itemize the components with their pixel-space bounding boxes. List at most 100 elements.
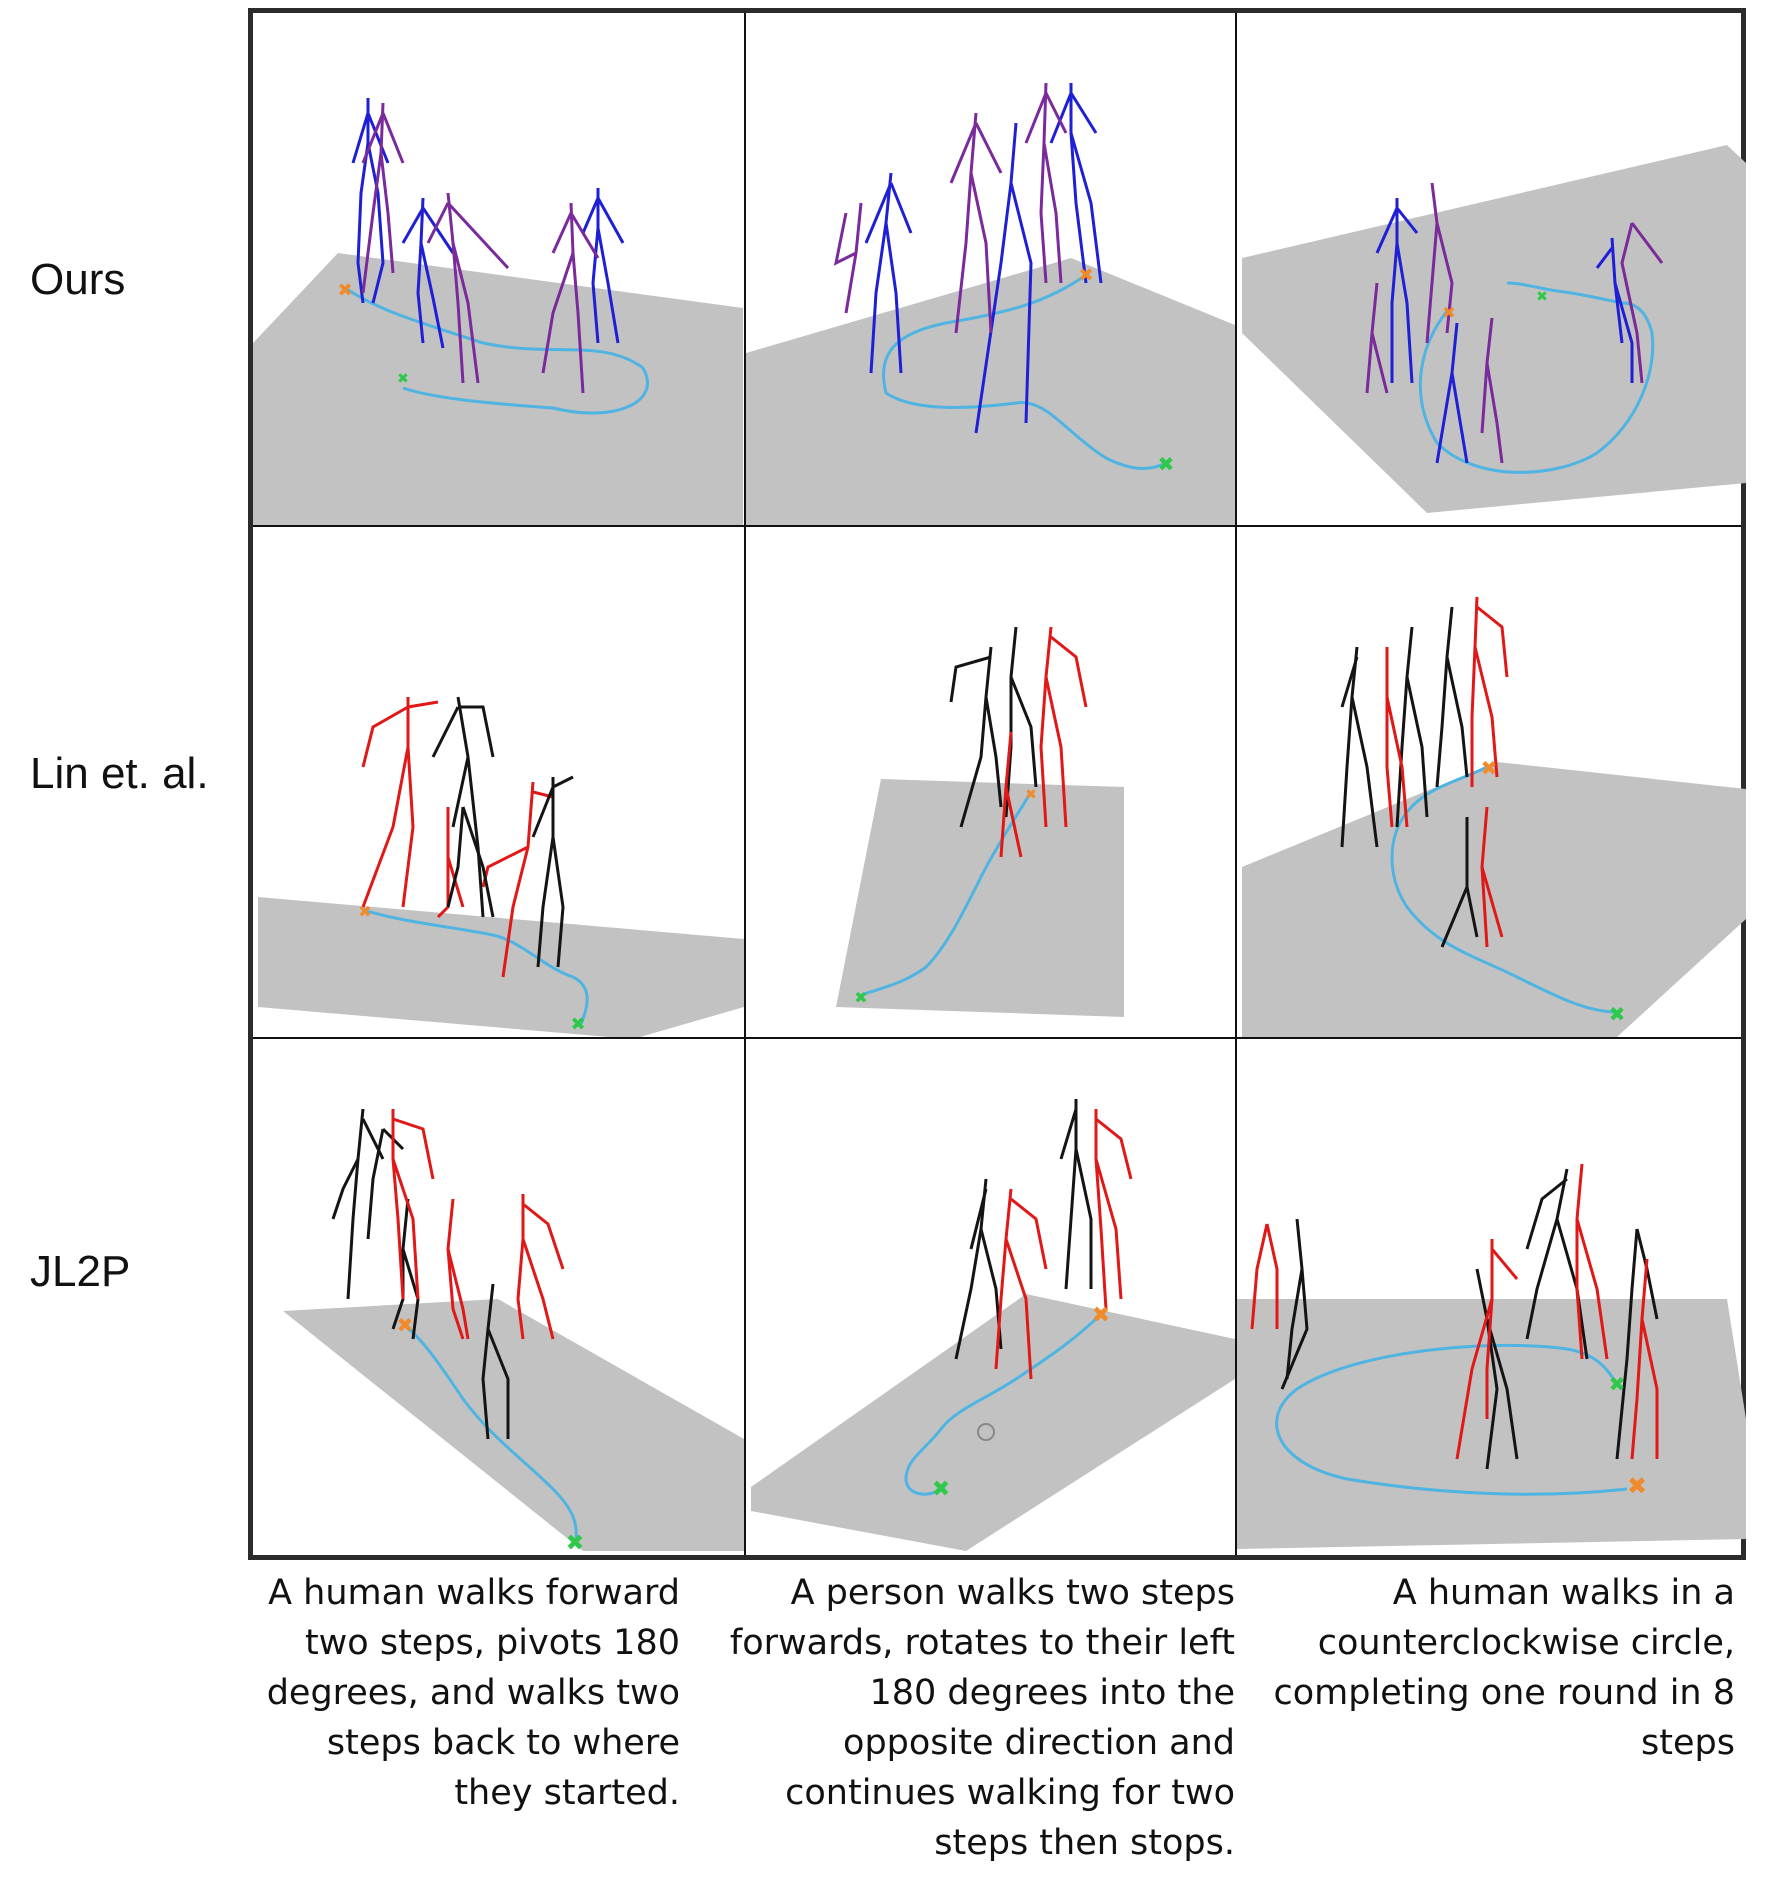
svg-text:✖: ✖ [1092,1303,1110,1328]
figure-grid: ✖ ✖ ✖ ✖ [248,8,1746,1560]
caption-line: steps back to where [326,1723,680,1763]
skeleton-figure [351,98,625,349]
svg-text:✖: ✖ [1078,265,1093,286]
skeleton-figure [331,1108,510,1440]
floor-plane [1242,762,1746,1037]
caption-line: degrees, and walks two [266,1673,680,1713]
end-marker: ✖ [854,988,867,1007]
start-marker: ✖ [1078,265,1093,286]
caption-line: completing one round in 8 [1273,1673,1736,1713]
floor-plane [751,1294,1235,1551]
caption-line: 180 degrees into the [869,1673,1235,1713]
caption-forward-pivot: A human walks forward two steps, pivots … [248,1568,680,1818]
skeleton-figure [833,82,1068,334]
skeleton-figure [431,696,574,968]
trajectory-path [402,1322,578,1542]
row-label-lin: Lin et. al. [30,749,209,798]
svg-text:✖: ✖ [566,1531,584,1555]
skeleton-figure [1340,606,1479,948]
trajectory-path [362,908,589,1025]
floor-plane [746,258,1235,525]
floor-plane [283,1299,744,1551]
caption-line: A person walks two steps [790,1573,1235,1613]
panel-jl2p-rotate-left: ✖ ✖ [746,1039,1235,1555]
svg-text:✖: ✖ [1536,289,1548,305]
row-label-ours: Ours [30,255,126,304]
skeleton-figure [1375,198,1634,464]
panel-ours-circle: ✖ ✖ [1237,13,1746,525]
panel-jl2p-forward-pivot: ✖ ✖ [253,1039,744,1555]
panel-ours-forward-pivot: ✖ ✖ [253,13,744,525]
end-marker: ✖ [397,371,409,387]
end-marker: ✖ [570,1014,585,1035]
panel-lin-rotate-left: ✖ ✖ [746,527,1235,1037]
grid-divider [253,1037,1741,1039]
trajectory-path [904,1312,1103,1496]
skeleton-figure [1365,182,1664,464]
floor-plane [1242,145,1746,513]
start-marker: ✖ [397,1313,414,1337]
grid-divider [744,13,746,1555]
caption-line: steps [1641,1723,1735,1763]
svg-text:✖: ✖ [1158,452,1175,476]
start-marker: ✖ [1481,756,1498,780]
floor-plane [836,779,1124,1017]
end-marker: ✖ [1609,1002,1626,1026]
grid-divider [253,525,1741,527]
end-marker: ✖ [566,1531,584,1555]
skeleton-figure [949,626,1038,828]
svg-text:✖: ✖ [358,902,371,921]
end-marker: ✖ [1536,289,1548,305]
trajectory-path [1275,1343,1628,1496]
trajectory-path [1390,765,1618,1014]
svg-text:✖: ✖ [854,988,867,1007]
end-marker: ✖ [932,1477,950,1502]
skeleton-figure [864,83,1103,434]
cursor-circle-icon [977,1423,995,1441]
svg-text:✖: ✖ [1481,756,1498,780]
svg-text:✖: ✖ [337,280,352,301]
trajectory-path [1418,281,1655,474]
caption-line: counterclockwise circle, [1317,1623,1735,1663]
start-marker: ✖ [1627,1472,1647,1500]
caption-rotate-left: A person walks two steps forwards, rotat… [700,1568,1235,1868]
svg-text:✖: ✖ [1442,303,1455,322]
panel-lin-forward-pivot: ✖ ✖ [253,527,744,1037]
svg-text:✖: ✖ [570,1014,585,1035]
row-label-jl2p: JL2P [30,1247,131,1296]
skeleton-figure [391,1109,565,1340]
skeleton-figure [999,626,1088,858]
start-marker: ✖ [1442,303,1455,322]
skeleton-figure [994,1109,1133,1380]
caption-line: continues walking for two [785,1773,1235,1813]
svg-text:✖: ✖ [1025,787,1037,803]
svg-text:✖: ✖ [397,371,409,387]
end-marker: ✖ [1158,452,1175,476]
trajectory-path [882,273,1167,470]
floor-plane [258,897,744,1037]
svg-text:✖: ✖ [1609,1002,1626,1026]
caption-line: opposite direction and [843,1723,1235,1763]
start-marker: ✖ [358,902,371,921]
skeleton-figure [1250,1163,1659,1460]
end-marker: ✖ [1609,1372,1626,1396]
skeleton-figure [361,102,600,394]
svg-text:✖: ✖ [397,1313,414,1337]
caption-line: A human walks forward [268,1573,680,1613]
grid-divider [1235,13,1237,1555]
svg-text:✖: ✖ [932,1477,950,1502]
trajectory-path [344,286,649,415]
caption-line: forwards, rotates to their left [729,1623,1235,1663]
svg-text:✖: ✖ [1609,1372,1626,1396]
panel-jl2p-circle: ✖ ✖ [1237,1039,1746,1555]
svg-text:✖: ✖ [1627,1472,1647,1500]
skeleton-figure [1280,1168,1659,1470]
start-marker: ✖ [1025,787,1037,803]
start-marker: ✖ [337,280,352,301]
caption-line: two steps, pivots 180 [304,1623,680,1663]
caption-line: steps then stops. [934,1823,1235,1863]
panel-lin-circle: ✖ ✖ [1237,527,1746,1037]
floor-plane [253,253,743,525]
skeleton-figure [1385,596,1509,948]
caption-line: A human walks in a [1392,1573,1735,1613]
